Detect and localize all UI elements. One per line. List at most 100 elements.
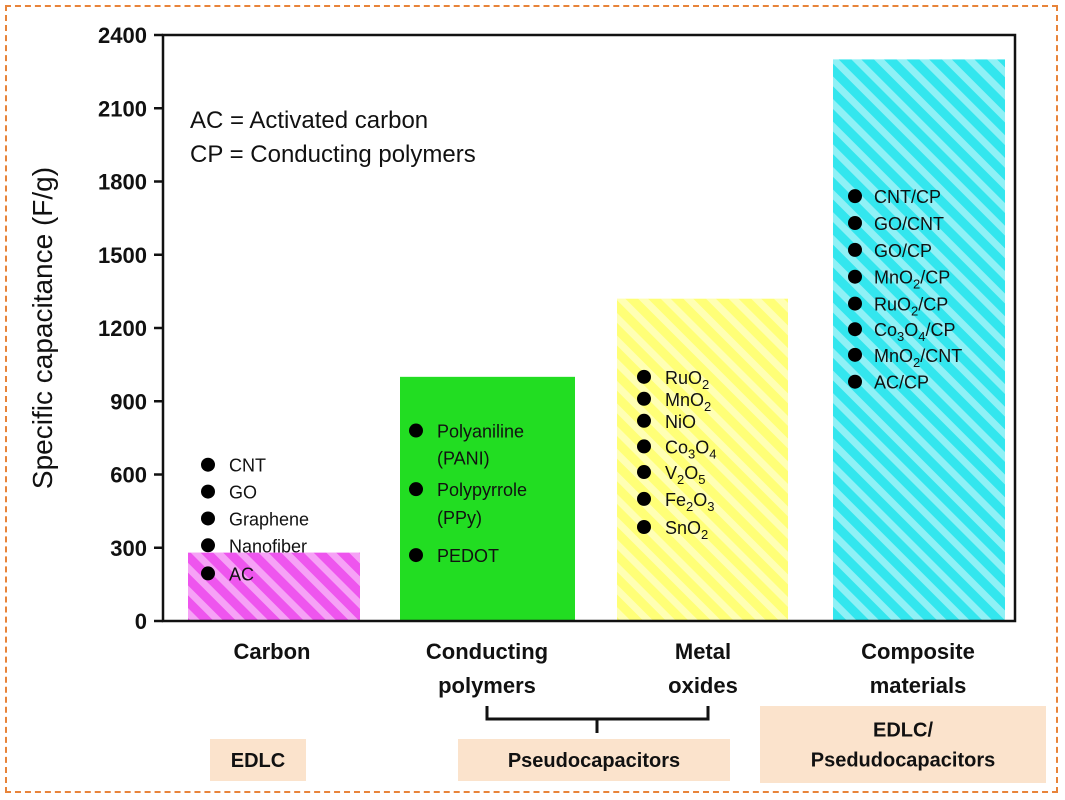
material-label: AC/CP (874, 373, 929, 393)
material-label: PEDOT (437, 546, 499, 566)
material-label: Polypyrrole (437, 480, 527, 500)
material-bullet (848, 322, 862, 337)
material-label: (PANI) (437, 448, 490, 468)
material-label: MnO2 (665, 390, 711, 414)
material-bullet (201, 484, 215, 499)
label-part: O (693, 490, 707, 510)
category-label: Carbon (234, 639, 311, 664)
label-part: RuO (665, 368, 702, 388)
group-label: EDLC (231, 750, 285, 772)
material-bullet (848, 242, 862, 257)
group-label: Pseudocapacitors (508, 750, 680, 772)
label-part: AC/CP (874, 373, 929, 393)
material-bullet (201, 511, 215, 526)
label-part: MnO (874, 346, 913, 366)
category-label: oxides (668, 673, 738, 698)
material-bullet (848, 347, 862, 362)
y-tick-label: 1800 (98, 170, 147, 195)
category-label: polymers (438, 673, 536, 698)
material-label: CNT (229, 456, 266, 476)
bar-hatch-3 (617, 298, 788, 621)
legend-entry: CP = Conducting polymers (190, 141, 476, 168)
label-part: Co (665, 437, 688, 457)
material-bullet (201, 457, 215, 472)
y-tick-label: 2100 (98, 96, 147, 121)
material-bullet (637, 465, 651, 480)
material-label: CNT/CP (874, 187, 941, 207)
group-label-box (458, 739, 730, 781)
label-part: Fe (665, 490, 686, 510)
material-label: V2O5 (665, 463, 706, 487)
y-tick-label: 1200 (98, 316, 147, 341)
subscript: 5 (698, 472, 705, 487)
material-label: Fe2O3 (665, 490, 715, 514)
subscript: 2 (677, 472, 684, 487)
label-part: O (904, 320, 918, 340)
bar-hatch-1 (188, 552, 360, 621)
subscript: 2 (911, 304, 918, 319)
material-bullet (409, 482, 423, 497)
subscript: 3 (897, 329, 904, 344)
material-label: Co3O4 (665, 437, 717, 461)
group-label-box (210, 739, 306, 781)
material-label: AC (229, 564, 254, 584)
category-label: Conducting (426, 639, 548, 664)
label-part: MnO (665, 390, 704, 410)
pseudo-bracket (485, 706, 710, 733)
material-label: Polyaniline (437, 422, 524, 442)
material-label: RuO2/CP (874, 295, 948, 319)
figure-frame (5, 5, 1058, 793)
subscript: 2 (913, 355, 920, 370)
material-bullet (637, 519, 651, 534)
material-bullet (409, 548, 423, 563)
material-label: RuO2 (665, 368, 709, 392)
material-bullet (637, 369, 651, 384)
label-part: O (684, 463, 698, 483)
legend-entry: AC = Activated carbon (190, 107, 428, 134)
label-part: /CP (918, 295, 948, 315)
category-label: materials (870, 673, 967, 698)
label-part: MnO (874, 268, 913, 288)
y-axis-title: Specific capacitance (F/g) (27, 167, 58, 489)
subscript: 3 (688, 446, 695, 461)
subscript: 2 (701, 527, 708, 542)
material-bullet (201, 566, 215, 581)
subscript: 2 (702, 377, 709, 392)
material-bullet (637, 413, 651, 428)
y-tick-label: 0 (135, 609, 147, 634)
label-part: V (665, 463, 677, 483)
bar-2 (400, 376, 575, 621)
material-bullet (201, 538, 215, 553)
subscript: 3 (707, 499, 714, 514)
material-bullet (637, 391, 651, 406)
material-label: Nanofiber (229, 536, 307, 556)
material-label: GO (229, 483, 257, 503)
y-tick-label: 600 (110, 463, 147, 488)
label-part: O (695, 437, 709, 457)
subscript: 2 (913, 277, 920, 292)
group-label: EDLC/ (873, 720, 933, 742)
subscript: 4 (918, 329, 925, 344)
label-part: /CNT (920, 346, 962, 366)
label-part: /CP (920, 268, 950, 288)
material-bullet (848, 374, 862, 389)
y-tick-label: 2400 (98, 23, 147, 48)
material-bullet (637, 491, 651, 506)
material-label: SnO2 (665, 518, 708, 542)
material-label: (PPy) (437, 508, 482, 528)
label-part: NiO (665, 412, 696, 432)
label-part: Co (874, 320, 897, 340)
group-label-box (760, 706, 1046, 783)
label-part: SnO (665, 518, 701, 538)
label-part: RuO (874, 295, 911, 315)
y-tick-label: 900 (110, 389, 147, 414)
material-bullet (409, 423, 423, 438)
label-part: GO/CNT (874, 214, 944, 234)
category-label: Metal (675, 639, 731, 664)
subscript: 2 (686, 499, 693, 514)
material-label: GO/CP (874, 241, 932, 261)
material-label: NiO (665, 412, 696, 432)
y-tick-label: 1500 (98, 243, 147, 268)
label-part: /CP (926, 320, 956, 340)
